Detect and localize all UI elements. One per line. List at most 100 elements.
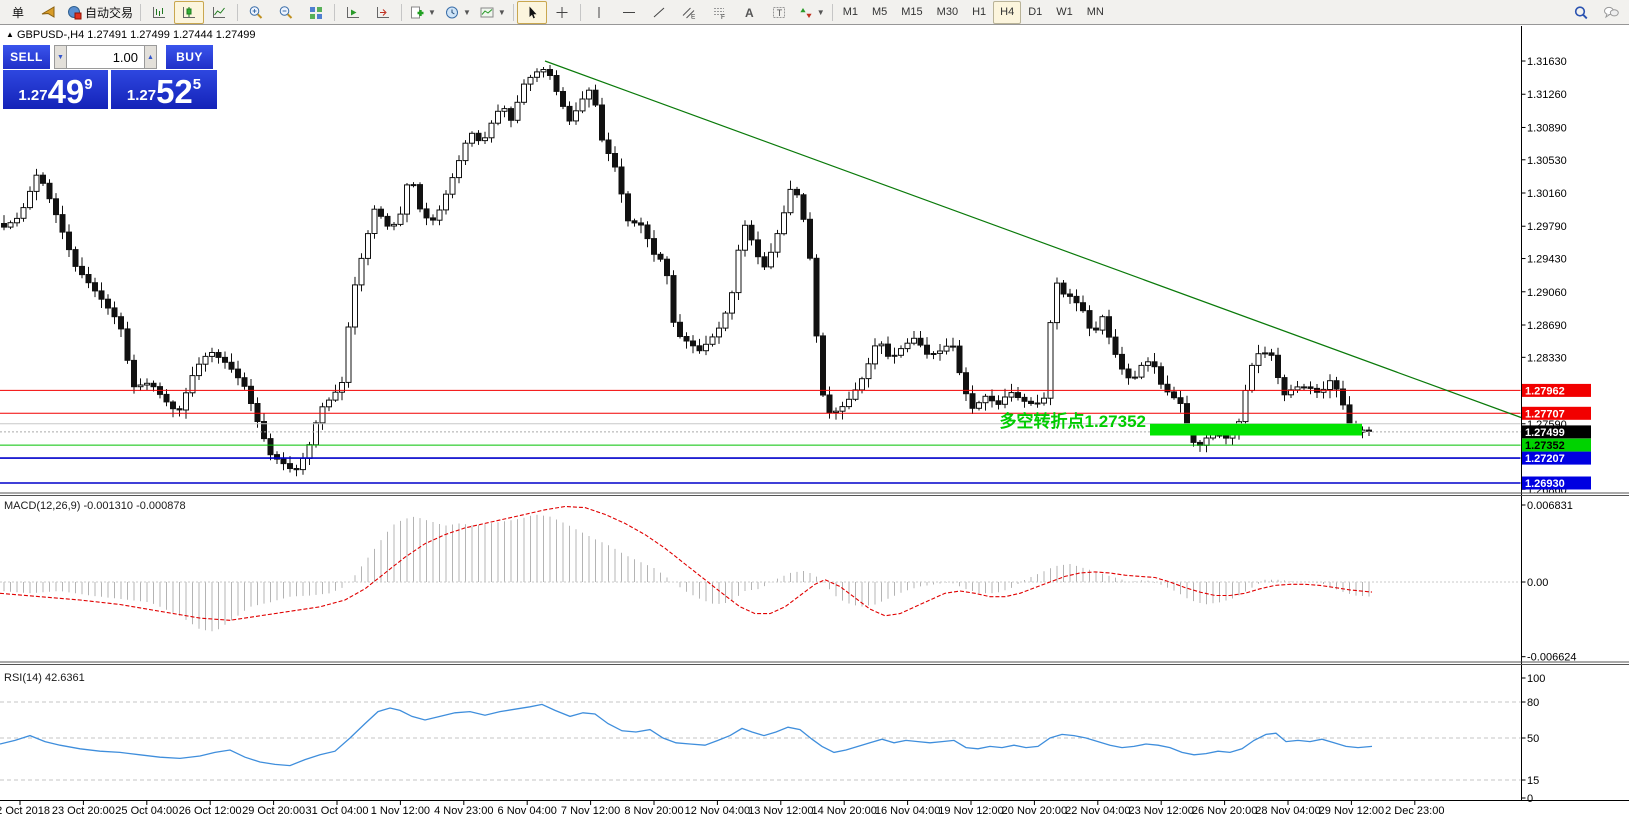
indicators-button[interactable]: ▼ — [405, 1, 440, 24]
time-axis-label: 19 Nov 12:00 — [938, 805, 1003, 817]
volume-increase-button[interactable]: ▲ — [144, 45, 157, 69]
axis-tick-label: 1.28690 — [1527, 320, 1567, 332]
chat-button[interactable] — [1596, 1, 1626, 24]
chevron-down-icon: ▼ — [816, 7, 825, 17]
indicators-icon — [409, 5, 425, 20]
sell-price-display[interactable]: 1.27 49 9 — [3, 70, 108, 109]
sell-button[interactable]: SELL — [3, 45, 50, 69]
buy-price-display[interactable]: 1.27 52 5 — [111, 70, 217, 109]
axis-tick-label: 0.00 — [1527, 577, 1548, 589]
timeframe-button-h1[interactable]: H1 — [972, 6, 987, 18]
time-axis-label: 23 Nov 12:00 — [1128, 805, 1193, 817]
vertical-line-icon — [591, 5, 607, 20]
price-label-chip — [1522, 438, 1591, 452]
toolbar-separator — [512, 3, 514, 21]
time-axis-label: 13 Nov 12:00 — [748, 805, 813, 817]
trendline-button[interactable] — [644, 1, 674, 24]
analysis-lines[interactable]: 多空转折点1.27352 — [0, 60, 1522, 484]
descending-trendline — [544, 60, 1522, 419]
horizontal-line-icon — [621, 5, 637, 20]
axis-tick-label: 1.31630 — [1527, 56, 1567, 68]
timeframe-button-m30[interactable]: M30 — [936, 6, 959, 18]
equidistant-channel-button[interactable]: E — [674, 1, 704, 24]
alerts-button[interactable] — [33, 1, 63, 24]
search-button[interactable] — [1566, 1, 1596, 24]
time-axis-label: 22 Nov 04:00 — [1065, 805, 1130, 817]
timeframe-button-m5[interactable]: M5 — [871, 6, 888, 18]
arrows-button[interactable]: ▼ — [794, 1, 829, 24]
zoom-in-button[interactable] — [241, 1, 271, 24]
crosshair-button[interactable] — [547, 1, 577, 24]
autotrade-button[interactable]: 自动交易 — [63, 1, 137, 24]
axis-tick-label: 0.006831 — [1527, 500, 1573, 512]
candlestick-series — [1, 65, 1372, 477]
fibonacci-icon: F — [711, 5, 727, 20]
candlestick-chart-button[interactable] — [174, 0, 205, 24]
buy-button[interactable]: BUY — [166, 45, 213, 69]
text-label-button[interactable]: T — [764, 1, 794, 24]
time-axis-label: 1 Nov 12:00 — [371, 805, 430, 817]
horizontal-line-button[interactable] — [614, 1, 644, 24]
timeframe-button-d1[interactable]: D1 — [1028, 6, 1043, 18]
volume-decrease-button[interactable]: ▼ — [54, 45, 67, 69]
cursor-icon — [524, 5, 540, 20]
svg-text:A: A — [745, 6, 754, 20]
price-label-chip — [1522, 451, 1591, 465]
templates-icon — [479, 5, 495, 20]
axis-tick-label: 1.28330 — [1527, 352, 1567, 364]
timeframe-button-w1[interactable]: W1 — [1056, 6, 1073, 18]
text-button[interactable]: A — [734, 1, 764, 24]
price-chip-text: 1.27962 — [1525, 385, 1565, 397]
fibonacci-button[interactable]: F — [704, 1, 734, 24]
price-label-chip — [1522, 406, 1591, 420]
symbol-direction-icon: ▲ — [6, 30, 14, 39]
high-value: 1.27499 — [130, 29, 170, 41]
text-label-icon: T — [771, 5, 787, 20]
chart-shift-button[interactable] — [368, 1, 398, 24]
periods-button[interactable]: ▼ — [440, 1, 475, 24]
svg-text:F: F — [721, 14, 725, 20]
auto-scroll-icon — [345, 5, 361, 20]
autotrade-icon — [67, 5, 83, 20]
price-label-chip — [1522, 425, 1591, 439]
chevron-down-icon: ▼ — [428, 7, 436, 17]
macd-signal-line — [0, 505, 1373, 621]
symbol-period-label: GBPUSD-,H4 — [16, 29, 85, 41]
volume-input[interactable] — [67, 45, 144, 69]
price-axis[interactable]: 1.31630 1.31260 1.30890 1.30530 1.30160 1.297… — [1521, 26, 1592, 805]
axis-tick-label: 100 — [1527, 673, 1545, 685]
timeframe-button-h4[interactable]: H4 — [993, 0, 1022, 24]
templates-button[interactable]: ▼ — [475, 1, 510, 24]
timeframe-strip: M1 M5 M15 M30 H1 H4 D1 W1 MN — [836, 0, 1111, 24]
line-chart-button[interactable] — [204, 1, 234, 24]
macd-pane — [0, 505, 1521, 632]
timeframe-button-m1[interactable]: M1 — [842, 6, 858, 18]
timeframe-button-mn[interactable]: MN — [1086, 6, 1104, 18]
vertical-line-button[interactable] — [584, 1, 614, 24]
time-axis-label: 7 Nov 12:00 — [561, 805, 620, 817]
bar-chart-icon — [151, 5, 167, 20]
bar-chart-button[interactable] — [144, 1, 174, 24]
line-chart-icon — [211, 5, 227, 20]
buy-price-sup: 5 — [192, 76, 202, 93]
toolbar: 单 自动交易 ▼ ▼ ▼ E F A T ▼ M1 M5 M15 M30 H1 H4 D1 W… — [0, 0, 1629, 25]
sell-price-small: 1.27 — [18, 87, 48, 104]
zoom-out-button[interactable] — [271, 1, 301, 24]
toolbar-separator — [401, 3, 403, 21]
time-axis-label: 20 Nov 20:00 — [1002, 805, 1067, 817]
rsi-label: RSI(14) 42.6361 — [4, 672, 85, 684]
timeframe-button-m15[interactable]: M15 — [901, 6, 923, 18]
candlestick-chart-icon — [181, 5, 197, 20]
auto-scroll-button[interactable] — [338, 1, 368, 24]
new-order-button[interactable]: 单 — [3, 1, 33, 24]
tile-windows-button[interactable] — [301, 1, 331, 24]
toolbar-separator — [334, 3, 336, 21]
price-label-chip — [1522, 476, 1591, 490]
tile-windows-icon — [308, 5, 324, 20]
price-chip-text: 1.26930 — [1525, 478, 1565, 490]
cursor-button[interactable] — [516, 0, 547, 24]
time-axis-label: 23 Oct 20:00 — [52, 805, 115, 817]
